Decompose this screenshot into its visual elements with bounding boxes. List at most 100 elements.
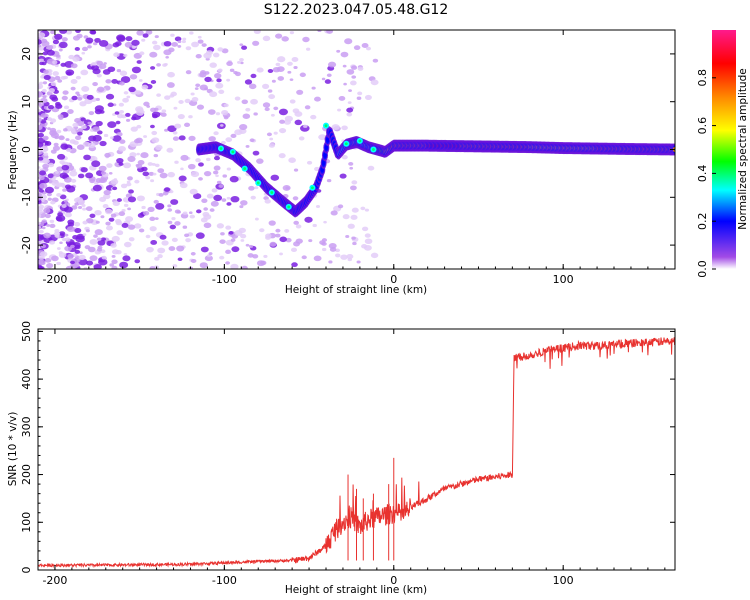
spectrogram-noise-cell [174, 160, 179, 164]
spectrogram-noise-cell [299, 72, 306, 78]
spectrogram-noise-cell [350, 214, 358, 220]
spectrogram-noise-cell [203, 170, 212, 177]
spectrogram-noise-cell [181, 40, 186, 44]
spectrogram-noise-cell [321, 241, 327, 246]
spectrogram-noise-cell [38, 44, 42, 48]
spectrogram-noise-cell [315, 204, 321, 208]
spectrogram-noise-cell [229, 68, 235, 73]
spectrogram-noise-cell [166, 147, 174, 153]
spectrogram-noise-cell [39, 251, 48, 257]
spectrogram-noise-cell [116, 34, 126, 41]
spectrogram-noise-cell [284, 115, 293, 122]
spectrogram-noise-cell [149, 216, 156, 221]
spectrogram-noise-cell [38, 209, 44, 215]
spectrogram-noise-cell [329, 247, 337, 252]
spectrogram-noise-cell [177, 257, 183, 262]
snr-xtick-label: 0 [390, 574, 397, 587]
spectrogram-noise-cell [85, 229, 90, 233]
spectrogram-noise-cell [117, 145, 126, 152]
spectrogram-noise-cell [357, 66, 364, 71]
spectrogram-noise-cell [262, 35, 271, 42]
spectrogram-noise-cell [357, 91, 363, 96]
spectrogram-noise-cell [78, 254, 86, 261]
spectrogram-noise-cell [70, 79, 78, 84]
spectrogram-noise-cell [77, 128, 84, 133]
spectrogram-noise-cell [38, 39, 42, 45]
spectrogram-noise-cell [328, 260, 333, 264]
spectrogram-noise-cell [314, 96, 321, 102]
spectrogram-noise-cell [351, 180, 358, 185]
spectrogram-noise-cell [103, 189, 111, 196]
spectrogram-noise-cell [200, 246, 209, 253]
spectrogram-noise-cell [172, 136, 180, 141]
spectrogram-noise-cell [79, 101, 87, 107]
spectrogram-noise-cell [74, 202, 80, 206]
spectrogram-noise-cell [178, 100, 184, 104]
spectrogram-noise-cell [194, 87, 199, 90]
spectrogram-noise-cell [54, 75, 61, 81]
spectrogram-noise-cell [71, 95, 78, 101]
spectrogram-noise-cell [245, 144, 250, 148]
colorbar-tick-label: 0.6 [696, 117, 709, 135]
spectrogram-noise-cell [295, 238, 303, 244]
spectrogram-noise-cell [276, 66, 285, 73]
spectrogram-noise-cell [249, 138, 255, 143]
spectrogram-noise-cell [289, 99, 296, 104]
spectrogram-noise-cell [213, 131, 219, 136]
spectrogram-noise-cell [230, 238, 236, 242]
spectrogram-noise-cell [113, 178, 118, 181]
spectrogram-noise-cell [351, 65, 358, 70]
spectrogram-noise-cell [44, 186, 54, 194]
spectrogram-noise-cell [215, 82, 224, 89]
spectrogram-noise-cell [303, 124, 308, 128]
spectrogram-noise-cell [284, 229, 290, 233]
colorbar-tick-label: 0.2 [696, 212, 709, 230]
spectrogram-noise-cell [157, 254, 163, 259]
spectrogram-noise-cell [128, 189, 134, 194]
spectrogram-noise-cell [92, 126, 100, 132]
spectrogram-noise-cell [153, 44, 161, 51]
spectrogram-noise-cell [38, 193, 43, 196]
spectrogram-noise-cell [346, 112, 353, 117]
spectrogram-noise-cell [64, 237, 71, 242]
spectrogram-noise-cell [240, 239, 245, 242]
spectrogram-noise-cell [112, 200, 120, 207]
spectrogram-noise-cell [177, 40, 182, 44]
spectrogram-noise-cell [38, 156, 44, 161]
spectrogram-noise-cell [63, 176, 72, 183]
spectrogram-noise-cell [337, 204, 344, 209]
spectrogram-noise-cell [347, 257, 353, 262]
spectrogram-noise-cell [110, 213, 117, 218]
spectrogram-noise-cell [171, 41, 179, 47]
spectrogram-noise-cell [287, 61, 293, 66]
spectrogram-noise-cell [153, 199, 159, 204]
spectrogram-noise-cell [338, 95, 346, 101]
spectrogram-noise-cell [356, 96, 362, 100]
spectrogram-noise-cell [142, 171, 150, 177]
spectrogram-noise-cell [53, 142, 59, 147]
spectrogram-noise-cell [364, 94, 372, 100]
spectrogram-noise-cell [167, 171, 176, 178]
spectrogram-noise-cell [65, 147, 72, 153]
colorbar-tick-label: 0.0 [696, 260, 709, 278]
spectrogram-noise-cell [38, 132, 44, 138]
spectrogram-noise-cell [234, 129, 243, 136]
spectrogram-noise-cell [372, 58, 379, 63]
spectrogram-noise-cell [128, 237, 135, 242]
spectrogram-noise-cell [50, 132, 60, 139]
spectrogram-noise-cell [87, 246, 96, 253]
spectrogram-noise-cell [164, 128, 169, 132]
snr-ytick-label: 500 [20, 321, 33, 342]
spectrogram-noise-cell [41, 38, 48, 44]
spectrogram-noise-cell [138, 228, 145, 233]
spectrogram-noise-cell [177, 45, 182, 48]
spectrogram-noise-cell [275, 62, 281, 67]
spectrogram-noise-cell [268, 94, 276, 100]
spectrogram-noise-cell [134, 138, 141, 144]
spectrogram-noise-cell [336, 49, 341, 53]
spectrogram-noise-cell [266, 132, 272, 137]
spectrogram-noise-cell [167, 125, 177, 133]
spectrogram-noise-cell [302, 36, 310, 43]
spectrogram-noise-cell [56, 216, 63, 222]
